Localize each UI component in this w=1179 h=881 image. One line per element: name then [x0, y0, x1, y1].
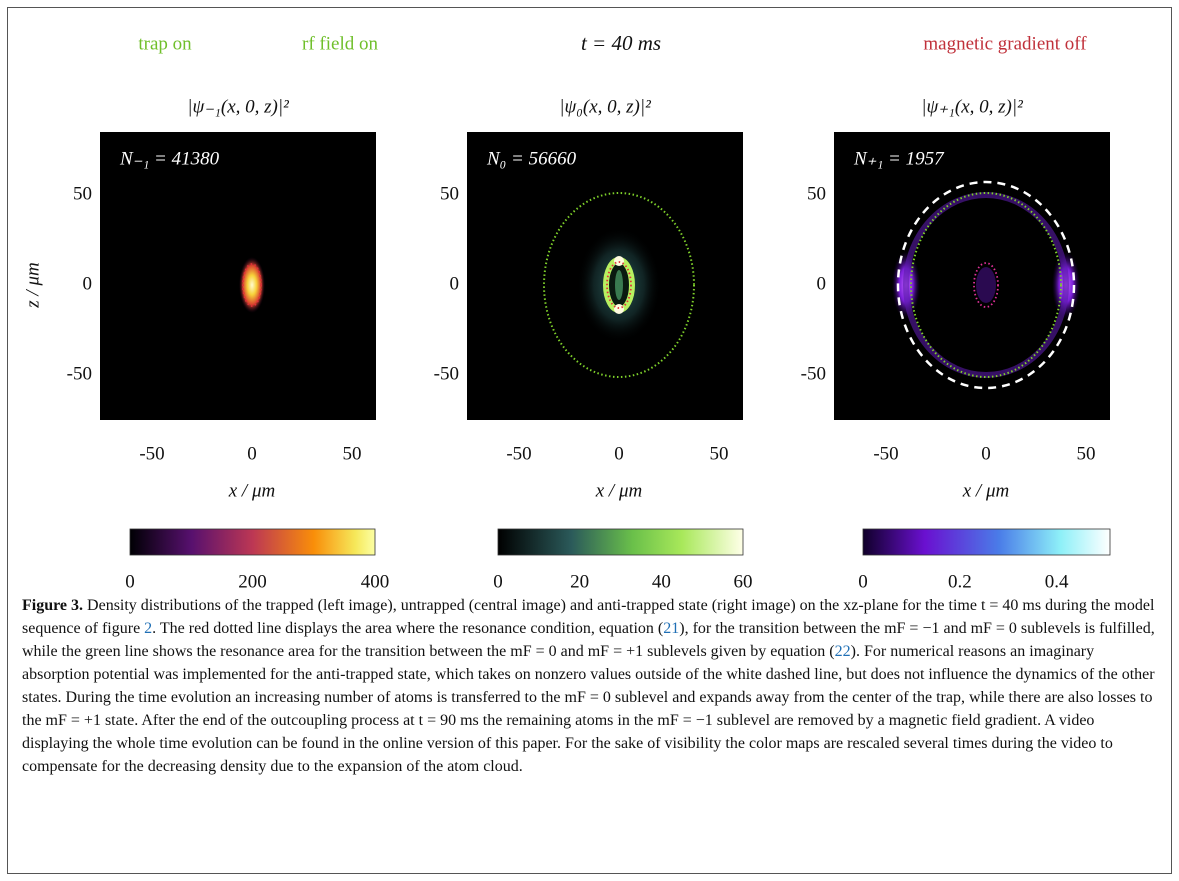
header-label: trap on — [138, 33, 192, 54]
colorbar-tick-label: 60 — [734, 571, 753, 592]
x-tick-label: -50 — [139, 443, 164, 464]
panel-title: |ψ₀(x, 0, z)|² — [559, 96, 651, 117]
y-tick-label: 50 — [440, 183, 459, 204]
x-tick-label: 50 — [710, 443, 729, 464]
panel-title: |ψ₊₁(x, 0, z)|² — [921, 96, 1023, 117]
caption-text: ), for the transition between the mF = −… — [22, 620, 1155, 660]
density-image — [100, 132, 376, 420]
figure-border — [7, 7, 1172, 874]
y-tick-label: 50 — [73, 183, 92, 204]
header-label: rf field on — [302, 33, 378, 54]
caption-text: ). For numerical reasons an imaginary ab… — [22, 643, 1155, 775]
colorbar — [497, 528, 744, 556]
y-tick-label: -50 — [67, 363, 92, 384]
x-tick-label: 0 — [247, 443, 257, 464]
y-tick-label: -50 — [434, 363, 459, 384]
x-tick-label: 0 — [981, 443, 991, 464]
colorbar — [862, 528, 1111, 556]
colorbar-tick-label: 20 — [570, 571, 589, 592]
colorbar — [129, 528, 376, 556]
reference[interactable]: 21 — [663, 620, 680, 637]
caption-label: Figure 3. — [22, 597, 84, 614]
colorbar-tick-label: 40 — [652, 571, 671, 592]
count-label: N₀ = 56660 — [486, 148, 577, 169]
header-label: t = 40 ms — [581, 31, 661, 55]
colorbar-tick-label: 0.4 — [1045, 571, 1069, 592]
x-tick-label: 0 — [614, 443, 624, 464]
header-label: magnetic gradient off — [923, 33, 1087, 54]
density-image — [467, 132, 743, 420]
count-label: N₊₁ = 1957 — [853, 148, 945, 169]
reference[interactable]: 22 — [834, 643, 851, 660]
colorbar-tick-label: 0 — [858, 571, 868, 592]
colorbar-tick-label: 0 — [493, 571, 503, 592]
y-tick-label: 0 — [450, 273, 460, 294]
x-tick-label: 50 — [343, 443, 362, 464]
x-tick-label: -50 — [506, 443, 531, 464]
x-axis-label: x / μm — [962, 480, 1009, 501]
panel-title: |ψ₋₁(x, 0, z)|² — [187, 96, 289, 117]
caption: Figure 3. Density distributions of the t… — [22, 594, 1160, 778]
count-label: N₋₁ = 41380 — [119, 148, 220, 169]
caption-text: . The red dotted line displays the area … — [152, 620, 664, 637]
y-tick-label: 0 — [83, 273, 93, 294]
colorbar-tick-label: 200 — [238, 571, 267, 592]
y-tick-label: 0 — [817, 273, 827, 294]
reference[interactable]: 2 — [144, 620, 153, 637]
x-tick-label: 50 — [1077, 443, 1096, 464]
colorbar-tick-label: 0.2 — [948, 571, 972, 592]
y-tick-label: 50 — [807, 183, 826, 204]
y-axis-label: z / μm — [22, 262, 43, 308]
colorbar-tick-label: 0 — [125, 571, 135, 592]
x-axis-label: x / μm — [595, 480, 642, 501]
density-image — [834, 132, 1110, 420]
caption-text: Density distributions of the trapped (le… — [22, 597, 1155, 637]
x-tick-label: -50 — [873, 443, 898, 464]
x-axis-label: x / μm — [228, 480, 275, 501]
y-tick-label: -50 — [801, 363, 826, 384]
colorbar-tick-label: 400 — [361, 571, 390, 592]
